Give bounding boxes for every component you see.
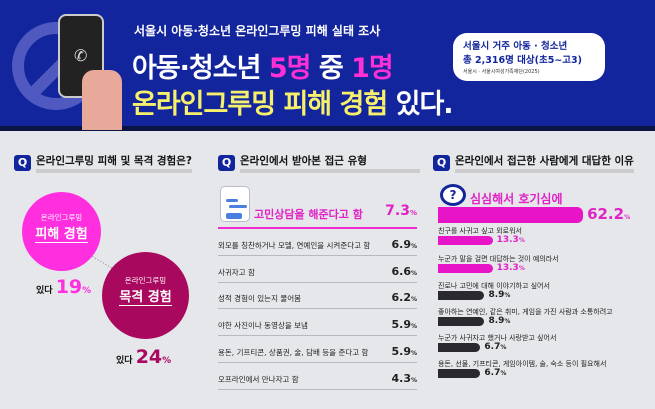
approach-row: 사귀자고 함 6.6% xyxy=(218,257,417,283)
section-header-reason: Q 온라인에서 접근한 사람에게 대답한 이유 xyxy=(433,153,634,173)
bubble-line2: 총 2,316명 대상(초5~고3) xyxy=(463,55,582,66)
approach-value: 5.9% xyxy=(391,318,417,332)
approach-value: 6.9% xyxy=(391,238,417,251)
approach-label: 오프라인에서 만나자고 함 xyxy=(218,374,299,384)
banner-subtitle: 서울시 아동·청소년 온라인그루밍 피해 실태 조사 xyxy=(134,24,381,38)
approach-value: 6.2% xyxy=(391,291,417,305)
section-header-approach: Q 온라인에서 받아본 접근 유형 xyxy=(218,153,420,173)
witness-circle: 온라인그루밍 목격 경험 xyxy=(102,252,189,339)
victim-rate: 있다 19% xyxy=(36,276,92,298)
witness-rate: 있다 24% xyxy=(116,346,172,368)
hand-icon xyxy=(82,70,122,130)
reason-value: 6.7% xyxy=(484,342,507,352)
reason-bar xyxy=(438,207,584,223)
reason-bar xyxy=(438,369,481,378)
reason-bar xyxy=(438,317,485,326)
header-divider xyxy=(0,126,655,131)
approach-row: 용돈, 기프티콘, 상품권, 술, 담배 등을 준다고 함 5.9% xyxy=(218,337,417,363)
reason-label: 누군가 사귀자고 했거나 사랑받고 싶어서 xyxy=(438,334,557,342)
q-icon: Q xyxy=(14,155,31,171)
reason-bar xyxy=(438,343,481,352)
reason-bar xyxy=(438,291,485,300)
bubble-line1: 서울시 거주 아동 · 청소년 xyxy=(463,41,568,52)
approach-row: 외모를 칭찬하거나 모델, 연예인을 시켜준다고 함 6.9% xyxy=(218,230,417,256)
approach-label: 외모를 칭찬하거나 모델, 연예인을 시켜준다고 함 xyxy=(218,241,371,250)
approach-row: 야한 사진이나 동영상을 보냄 5.9% xyxy=(218,310,417,337)
reason-label: 친구를 사귀고 싶고 외로워서 xyxy=(438,227,522,235)
reason-label: 진로나 고민에 대해 이야기하고 싶어서 xyxy=(438,282,550,290)
reason-label: 누군가 말을 걸면 대답하는 것이 예의라서 xyxy=(438,255,559,263)
survey-info-bubble: 서울시 거주 아동 · 청소년 총 2,316명 대상(초5~고3) 서울시 ·… xyxy=(453,33,605,81)
approach-top-item: 고민상담을 해준다고 함 7.3% xyxy=(218,184,417,229)
victim-circle: 온라인그루밍 피해 경험 xyxy=(22,192,101,271)
approach-row: 오프라인에서 만나자고 함 4.3% xyxy=(218,364,417,390)
approach-value: 6.6% xyxy=(391,264,417,278)
reason-value: 8.9% xyxy=(488,290,511,300)
section-header-experience: Q 온라인그루밍 피해 및 목격 경험은? xyxy=(14,153,192,173)
q-icon: Q xyxy=(218,155,235,171)
approach-label: 성적 경험이 있는지 물어봄 xyxy=(218,294,302,304)
approach-value: 5.9% xyxy=(391,344,417,358)
section-title: 온라인그루밍 피해 및 목격 경험은? xyxy=(36,153,192,173)
approach-row: 성적 경험이 있는지 물어봄 6.2% xyxy=(218,283,417,310)
reason-bar xyxy=(438,264,493,273)
reason-value: 13.3% xyxy=(496,235,525,245)
approach-value: 7.3% xyxy=(385,203,417,219)
approach-label: 사귀자고 함 xyxy=(218,267,255,277)
reason-value: 6.7% xyxy=(484,368,507,378)
banner-title-line1: 아동·청소년 5명 중 1명 xyxy=(132,53,394,84)
approach-value: 4.3% xyxy=(391,371,417,385)
approach-label: 용돈, 기프티콘, 상품권, 술, 담배 등을 준다고 함 xyxy=(218,347,369,357)
reason-bar xyxy=(438,236,493,245)
chat-phone-icon xyxy=(220,186,250,222)
reason-value: 62.2% xyxy=(587,205,631,223)
approach-label: 야한 사진이나 동영상을 보냄 xyxy=(218,321,308,331)
reason-label: 용돈, 선물, 기프티콘, 게임아이템, 술, 숙소 등이 필요해서 xyxy=(438,360,607,368)
bubble-source: 서울시 · 서울시여성가족재단(2025) xyxy=(463,69,540,75)
reason-label: 좋아하는 연예인, 같은 취미, 게임을 가진 사람과 소통하려고 xyxy=(438,308,613,316)
banner-title-line2: 온라인그루밍 피해 경험 있다. xyxy=(132,89,454,120)
reason-value: 8.9% xyxy=(488,316,511,326)
question-magnifier-icon: ? xyxy=(440,184,466,206)
reason-label: 심심해서 호기심에 xyxy=(470,192,563,206)
section-title: 온라인에서 접근한 사람에게 대답한 이유 xyxy=(455,153,634,173)
q-icon: Q xyxy=(433,155,450,171)
reason-value: 13.3% xyxy=(496,263,525,273)
approach-label: 고민상담을 해준다고 함 xyxy=(254,208,363,221)
section-title: 온라인에서 받아본 접근 유형 xyxy=(240,153,420,173)
